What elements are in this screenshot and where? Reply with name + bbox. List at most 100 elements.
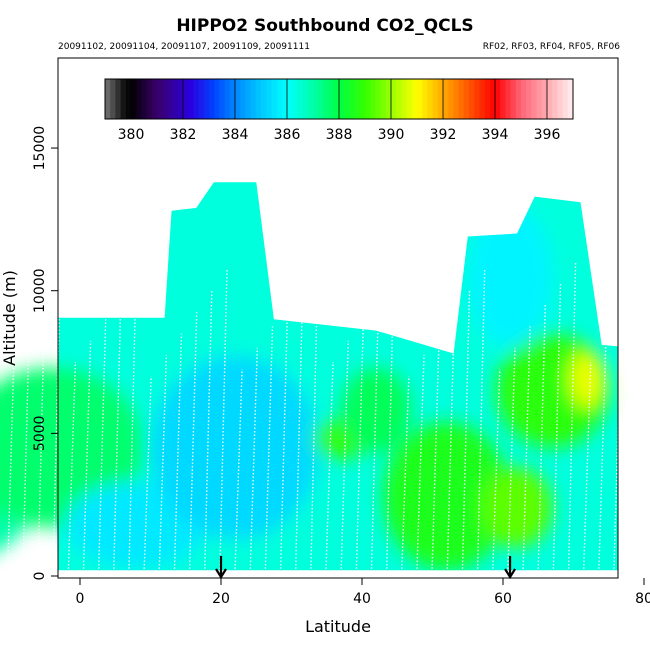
colorbar-segment (448, 79, 454, 119)
colorbar-label: 392 (430, 127, 457, 143)
plot-frame (57, 57, 619, 579)
y-tick-label: 10000 (32, 268, 48, 313)
colorbar-segment (240, 79, 246, 119)
colorbar-segment (380, 79, 387, 119)
colorbar-segment (391, 79, 397, 119)
colorbar-segment (417, 79, 423, 119)
colorbar-label: 384 (222, 127, 249, 143)
colorbar-segment (515, 79, 522, 119)
x-tick-label: 60 (494, 591, 512, 607)
colorbar-segment (209, 79, 215, 119)
colorbar-segment (136, 79, 142, 119)
colorbar-segment (318, 79, 324, 119)
colorbar-segment (365, 79, 371, 119)
flight-dates: 20091102, 20091104, 20091107, 20091109, … (58, 42, 310, 52)
colorbar-label: 382 (170, 127, 197, 143)
colorbar-segment (505, 79, 512, 119)
x-tick-label: 40 (353, 591, 371, 607)
colorbar-segment (115, 79, 122, 119)
colorbar-segment (297, 79, 304, 119)
x-tick-label: 20 (212, 591, 230, 607)
colorbar-segment (396, 79, 402, 119)
colorbar-segment (193, 79, 200, 119)
colorbar-segment (541, 79, 548, 119)
colorbar-segment (151, 79, 158, 119)
colorbar-segment (110, 79, 116, 119)
colorbar-segment (463, 79, 470, 119)
colorbar-segment (370, 79, 376, 119)
arrow-head (504, 568, 516, 580)
colorbar-segment (349, 79, 356, 119)
field-region (150, 356, 320, 539)
colorbar-segment (406, 79, 413, 119)
colorbar-segment (526, 79, 532, 119)
colorbar-label: 390 (378, 127, 405, 143)
colorbar-segment (162, 79, 168, 119)
y-tick-label: 15000 (32, 126, 48, 171)
colorbar-segment (146, 79, 153, 119)
colorbar-segment (510, 79, 517, 119)
colorbar-segment (292, 79, 298, 119)
colorbar-label: 380 (118, 127, 145, 143)
arrow-head (215, 568, 227, 580)
colorbar-segment (203, 79, 210, 119)
colorbar-segment (188, 79, 194, 119)
colorbar-segment (339, 79, 345, 119)
colorbar-segment (131, 79, 137, 119)
field-region (569, 350, 606, 408)
colorbar: 380 382 384 386 388 390 392 394 396 (104, 78, 574, 143)
colorbar-label: 388 (326, 127, 353, 143)
colorbar-segment (255, 79, 262, 119)
colorbar-segment (495, 79, 501, 119)
colorbar-segment (547, 79, 553, 119)
colorbar-segment (411, 79, 418, 119)
colorbar-segment (323, 79, 330, 119)
sonde-markers (215, 556, 516, 580)
colorbar-segment (287, 79, 293, 119)
colorbar-segment (489, 79, 496, 119)
colorbar-segment (219, 79, 226, 119)
colorbar-segment (157, 79, 163, 119)
colorbar-segment (105, 79, 111, 119)
colorbar-segment (536, 79, 543, 119)
colorbar-segment (567, 79, 574, 119)
colorbar-segment (458, 79, 465, 119)
colorbar-segment (432, 79, 439, 119)
colorbar-segment (344, 79, 350, 119)
colorbar-segment (198, 79, 205, 119)
colorbar-segment (552, 79, 558, 119)
y-axis-label: Altitude (m) (0, 270, 19, 366)
colorbar-segment (177, 79, 184, 119)
colorbar-segment (521, 79, 527, 119)
field-region (164, 190, 250, 334)
sonde-arrow (504, 556, 516, 580)
colorbar-segment (229, 79, 236, 119)
colorbar-segment (422, 79, 428, 119)
colorbar-segment (276, 79, 283, 119)
colorbar-segment (359, 79, 366, 119)
colorbar-segment (183, 79, 189, 119)
colorbar-segment (302, 79, 309, 119)
field-region (481, 467, 553, 548)
colorbar-segment (167, 79, 174, 119)
axes: -60-40-20020406080050001000015000Latitud… (0, 126, 650, 636)
colorbar-segment (281, 79, 288, 119)
field-region (0, 367, 144, 528)
colorbar-segment (437, 79, 444, 119)
colorbar-segment (120, 79, 127, 119)
colorbar-segment (271, 79, 278, 119)
colorbar-segment (484, 79, 491, 119)
colorbar-segment (385, 79, 392, 119)
colorbar-segment (354, 79, 361, 119)
colorbar-segment (479, 79, 486, 119)
field-region (467, 205, 553, 348)
colorbar-segment (531, 79, 538, 119)
x-axis-label: Latitude (305, 617, 371, 636)
colorbar-segment (125, 79, 132, 119)
colorbar-segment (224, 79, 231, 119)
colorbar-segment (562, 79, 569, 119)
colorbar-segment (453, 79, 460, 119)
colorbar-segment (141, 79, 148, 119)
colorbar-segment (375, 79, 382, 119)
